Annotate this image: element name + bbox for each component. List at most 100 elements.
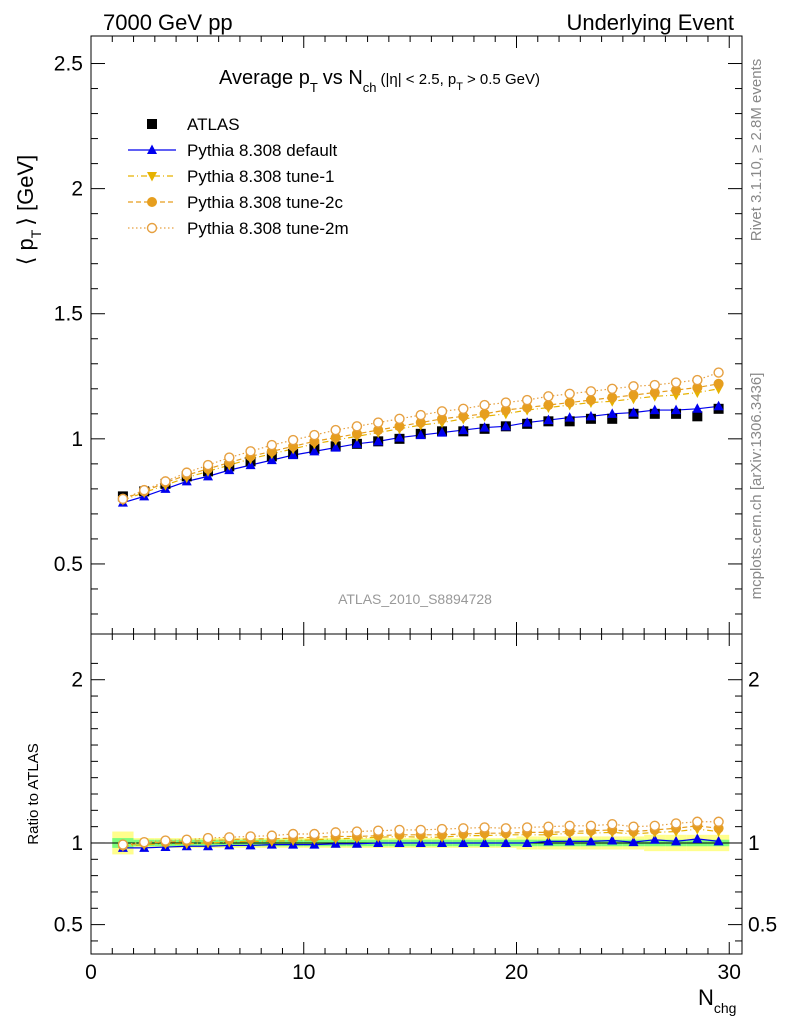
ratio-point: [585, 820, 597, 832]
data-point: [500, 405, 511, 416]
ratio-point: [649, 834, 660, 844]
data-point: [585, 395, 596, 406]
data-point: [309, 445, 320, 456]
y-tick-label: 2: [71, 178, 83, 201]
legend-label: Pythia 8.308 tune-2c: [187, 193, 343, 212]
data-point: [394, 432, 405, 442]
y-tick-label: 1.5: [54, 303, 83, 326]
ratio-tick-label-right: 0.5: [748, 914, 777, 937]
ratio-point: [671, 835, 682, 846]
data-point: [288, 449, 299, 460]
data-point: [437, 413, 448, 424]
data-point: [649, 379, 660, 391]
x-tick-label: 0: [85, 961, 97, 984]
ratio-point: [309, 828, 320, 840]
series-line-ratio: [122, 828, 719, 847]
legend-marker: [147, 172, 157, 182]
y-axis-label: ⟨ pT⟩ [GeV]: [13, 155, 44, 265]
ratio-point: [373, 825, 384, 836]
data-point: [458, 424, 469, 435]
ratio-point: [330, 827, 341, 838]
ratio-point: [692, 816, 703, 827]
analysis-watermark: ATLAS_2010_S8894728: [338, 591, 492, 607]
ratio-point: [649, 820, 660, 832]
legend-label: Pythia 8.308 default: [187, 141, 338, 160]
legend-marker: [147, 119, 157, 129]
ratio-point: [670, 818, 682, 829]
data-point: [415, 417, 426, 428]
data-point: [287, 434, 299, 446]
data-point: [522, 417, 533, 427]
tick-labels: 0 10 20 30 0.5 1 1.5 2 2.5 0.5 0.5 1 1 2 2: [54, 53, 777, 984]
data-point: [117, 493, 129, 505]
data-point: [437, 427, 448, 437]
ratio-point: [266, 830, 278, 841]
data-point: [458, 411, 469, 422]
ratio-tick-label: 1: [71, 832, 83, 855]
ratio-point: [521, 822, 533, 833]
data-point: [330, 442, 341, 452]
legend-label: Pythia 8.308 tune-1: [187, 167, 334, 186]
data-point: [692, 403, 703, 413]
ratio-point: [458, 837, 469, 847]
data-point: [202, 459, 214, 471]
ratio-point: [394, 824, 405, 836]
data-point: [245, 446, 256, 457]
ratio-y-axis-label: Ratio to ATLAS: [25, 743, 42, 844]
data-point: [607, 392, 618, 403]
data-point: [713, 367, 724, 378]
data-point: [245, 459, 256, 470]
rivet-version-text: Rivet 3.1.10, ≥ 2.8M events: [748, 59, 765, 242]
data-point: [160, 476, 171, 487]
data-point: [351, 438, 362, 448]
data-point: [500, 397, 512, 408]
ratio-point: [160, 835, 171, 846]
data-point: [649, 404, 660, 415]
ratio-point: [479, 837, 490, 847]
axis-ticks: [90, 36, 742, 954]
legend-marker: [147, 144, 157, 154]
ratio-tick-label-right: 1: [748, 832, 760, 855]
data-point: [479, 422, 490, 432]
data-point: [373, 435, 384, 446]
header-left: 7000 GeV pp: [103, 10, 233, 35]
ratio-tick-label-right: 2: [748, 669, 760, 692]
data-point: [330, 432, 341, 443]
mcplots-reference-text: mcplots.cern.ch [arXiv:1306.3436]: [748, 373, 765, 600]
ratio-point: [692, 833, 703, 843]
data-point: [564, 388, 575, 399]
data-point: [373, 417, 384, 428]
ratio-point: [394, 837, 405, 847]
legend: ATLAS Pythia 8.308 default Pythia 8.308 tu…: [128, 115, 349, 238]
ratio-point: [117, 839, 129, 850]
data-point: [692, 382, 703, 393]
header-right: Underlying Event: [566, 10, 734, 35]
data-point: [692, 411, 703, 422]
data-point: [266, 439, 278, 451]
ratio-point: [522, 837, 533, 847]
data-point: [521, 394, 533, 406]
data-point: [713, 378, 724, 389]
ratio-point: [224, 832, 235, 843]
ratio-point: [436, 823, 448, 835]
ratio-point: [245, 831, 256, 842]
ratio-tick-label: 2: [71, 669, 83, 692]
data-point: [138, 484, 150, 496]
data-point: [458, 403, 469, 415]
data-point: [394, 421, 405, 432]
ratio-point: [351, 826, 363, 837]
data-point: [628, 381, 639, 392]
y-tick-label: 1: [71, 428, 83, 451]
data-point: [479, 399, 490, 411]
series-markers: [117, 367, 724, 852]
x-tick-label: 30: [718, 961, 741, 984]
data-point: [628, 390, 639, 401]
legend-label: ATLAS: [187, 115, 240, 134]
data-point: [479, 408, 490, 419]
data-point: [607, 408, 618, 418]
ratio-point: [458, 823, 469, 834]
data-point: [543, 391, 554, 402]
data-point: [670, 377, 682, 388]
data-point: [500, 420, 511, 431]
